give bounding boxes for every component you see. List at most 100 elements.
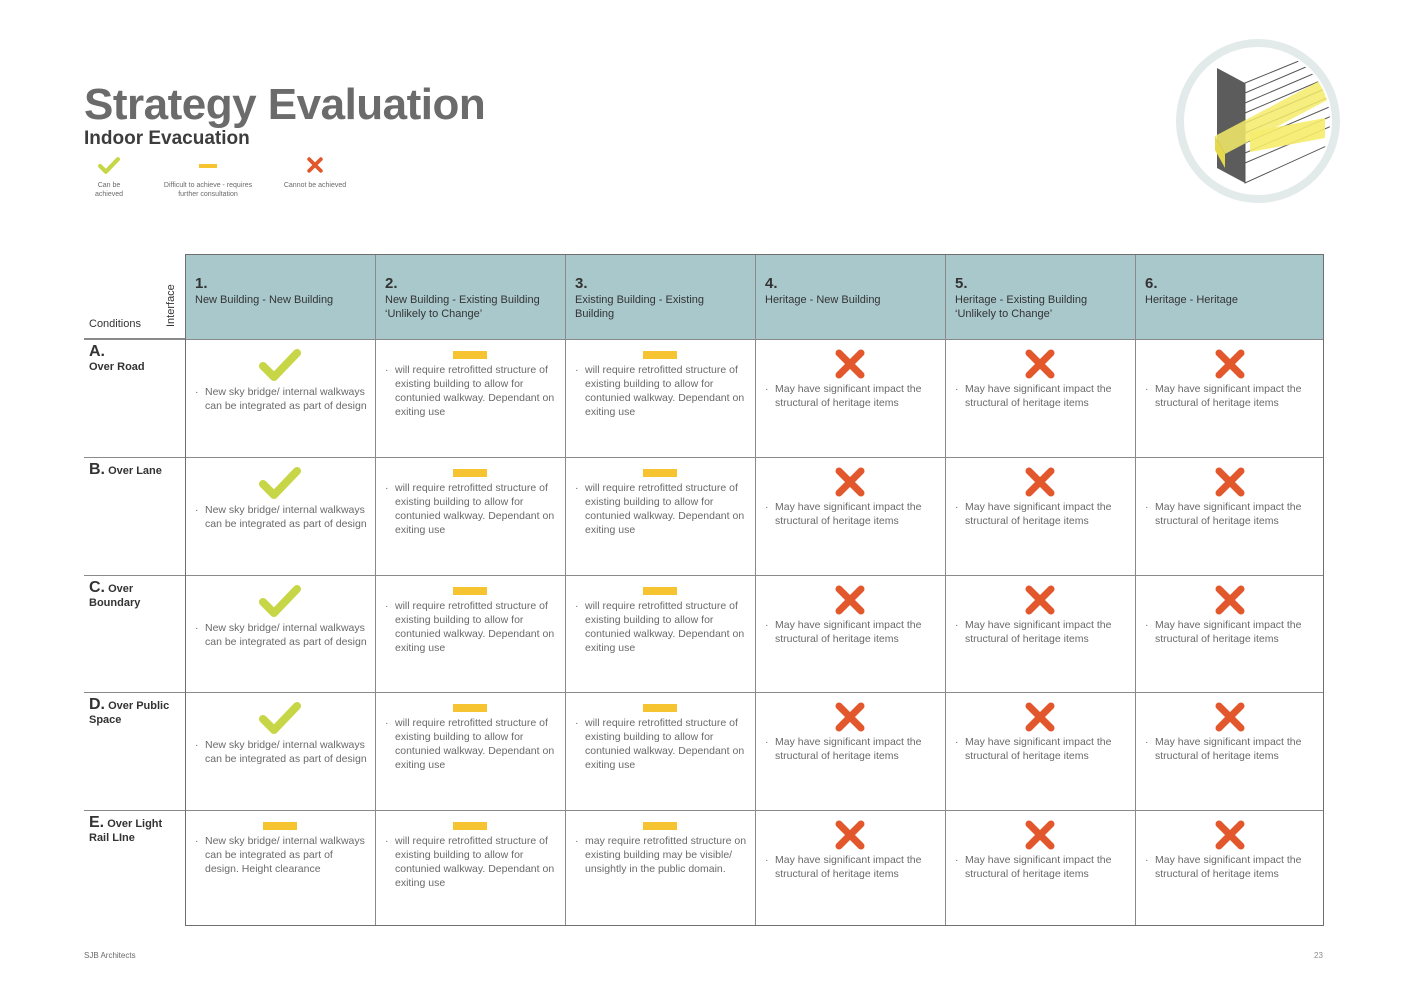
legend-dash-icon <box>199 164 217 168</box>
check-icon <box>259 467 301 499</box>
cell-note: will require retrofitted structure of ex… <box>575 716 747 772</box>
column-header-4: 4. Heritage - New Building <box>755 254 945 339</box>
table-cell: May have significant impact the structur… <box>1135 339 1325 456</box>
cell-note: May have significant impact the structur… <box>955 500 1127 528</box>
column-number: 6. <box>1145 275 1158 292</box>
dash-icon <box>263 822 297 830</box>
column-label: Heritage - Existing Building ‘Unlikely t… <box>955 294 1088 320</box>
dash-icon <box>453 587 487 595</box>
cell-note: May have significant impact the structur… <box>1145 382 1317 410</box>
row-label-b: B. Over Lane <box>89 461 181 478</box>
column-divider <box>755 254 756 926</box>
cell-note: May have significant impact the structur… <box>1145 618 1317 646</box>
dash-icon <box>453 822 487 830</box>
table-cell: New sky bridge/ internal walkways can be… <box>185 575 375 692</box>
column-label: New Building - New Building <box>195 294 334 306</box>
cell-note: New sky bridge/ internal walkways can be… <box>195 503 367 531</box>
cross-icon <box>1025 585 1055 615</box>
table-cell: will require retrofitted structure of ex… <box>565 457 755 574</box>
row-divider <box>84 339 1324 340</box>
column-header-5: 5. Heritage - Existing Building ‘Unlikely… <box>945 254 1135 339</box>
column-divider <box>945 254 946 926</box>
cell-note: will require retrofitted structure of ex… <box>385 834 557 890</box>
column-header-2: 2. New Building - Existing Building ‘Unli… <box>375 254 565 339</box>
row-letter: A. <box>89 343 105 360</box>
dash-icon <box>453 351 487 359</box>
dash-icon <box>643 822 677 830</box>
cross-icon <box>1215 467 1245 497</box>
cell-note: New sky bridge/ internal walkways can be… <box>195 385 367 413</box>
cell-note: New sky bridge/ internal walkways can be… <box>195 834 367 876</box>
row-condition: Over Boundary <box>89 583 141 609</box>
cross-icon <box>1215 349 1245 379</box>
row-divider <box>84 457 1324 458</box>
row-label-c: C. Over Boundary <box>89 580 181 610</box>
cell-note: May have significant impact the structur… <box>1145 500 1317 528</box>
table-cell: New sky bridge/ internal walkways can be… <box>185 692 375 809</box>
cell-note: May have significant impact the structur… <box>1145 735 1317 763</box>
table-cell: New sky bridge/ internal walkways can be… <box>185 457 375 574</box>
column-number: 2. <box>385 275 398 292</box>
cell-note: New sky bridge/ internal walkways can be… <box>195 738 367 766</box>
cell-note: New sky bridge/ internal walkways can be… <box>195 621 367 649</box>
row-letter: E. <box>89 814 105 831</box>
column-header-6: 6. Heritage - Heritage <box>1135 254 1325 339</box>
cell-note: will require retrofitted structure of ex… <box>385 481 557 537</box>
cross-icon <box>835 349 865 379</box>
column-number: 4. <box>765 275 778 292</box>
column-divider <box>1135 254 1136 926</box>
column-number: 3. <box>575 275 588 292</box>
building-emblem-icon <box>1176 39 1340 203</box>
dash-icon <box>453 704 487 712</box>
cross-icon <box>835 820 865 850</box>
table-cell: May have significant impact the structur… <box>945 575 1135 692</box>
table-cell: will require retrofitted structure of ex… <box>375 810 565 927</box>
page-subtitle: Indoor Evacuation <box>84 128 250 149</box>
dash-icon <box>453 469 487 477</box>
table-cell: will require retrofitted structure of ex… <box>375 575 565 692</box>
table-cell: will require retrofitted structure of ex… <box>565 575 755 692</box>
dash-icon <box>643 587 677 595</box>
cell-note: will require retrofitted structure of ex… <box>575 481 747 537</box>
dash-icon <box>643 351 677 359</box>
table-cell: will require retrofitted structure of ex… <box>375 339 565 456</box>
column-number: 1. <box>195 275 208 292</box>
row-condition: Over Road <box>89 361 145 373</box>
cross-icon <box>1215 585 1245 615</box>
table-cell: May have significant impact the structur… <box>945 810 1135 927</box>
cross-icon <box>1215 820 1245 850</box>
legend-label: Can be achieved <box>94 182 124 198</box>
cell-note: May have significant impact the structur… <box>765 853 937 881</box>
table-header-band <box>185 254 1324 339</box>
cell-note: May have significant impact the structur… <box>955 618 1127 646</box>
cross-icon <box>835 702 865 732</box>
cross-icon <box>835 585 865 615</box>
table-cell: May have significant impact the structur… <box>1135 692 1325 809</box>
legend-label: Cannot be achieved <box>283 182 347 189</box>
row-divider <box>84 338 185 339</box>
cell-note: May have significant impact the structur… <box>1145 853 1317 881</box>
column-header-1: 1. New Building - New Building <box>185 254 375 339</box>
row-label-d: D. Over Public Space <box>89 697 181 727</box>
conditions-label: Conditions <box>89 318 141 330</box>
cross-icon <box>1025 467 1055 497</box>
evaluation-table <box>185 254 1324 926</box>
table-cell: May have significant impact the structur… <box>755 457 945 574</box>
table-cell: May have significant impact the structur… <box>755 810 945 927</box>
table-cell: May have significant impact the structur… <box>755 575 945 692</box>
column-label: New Building - Existing Building ‘Unlike… <box>385 294 540 320</box>
cell-note: May have significant impact the structur… <box>955 382 1127 410</box>
cell-note: will require retrofitted structure of ex… <box>385 363 557 419</box>
cell-note: May have significant impact the structur… <box>765 618 937 646</box>
cell-note: May have significant impact the structur… <box>765 382 937 410</box>
table-cell: May have significant impact the structur… <box>755 339 945 456</box>
column-label: Heritage - Heritage <box>1145 294 1238 306</box>
column-number: 5. <box>955 275 968 292</box>
cell-note: May have significant impact the structur… <box>955 735 1127 763</box>
footer-company: SJB Architects <box>84 951 136 960</box>
interface-label: Interface <box>165 284 177 327</box>
cell-note: May have significant impact the structur… <box>955 853 1127 881</box>
check-icon <box>259 702 301 734</box>
row-letter: B. <box>89 461 105 478</box>
table-cell: May have significant impact the structur… <box>1135 457 1325 574</box>
